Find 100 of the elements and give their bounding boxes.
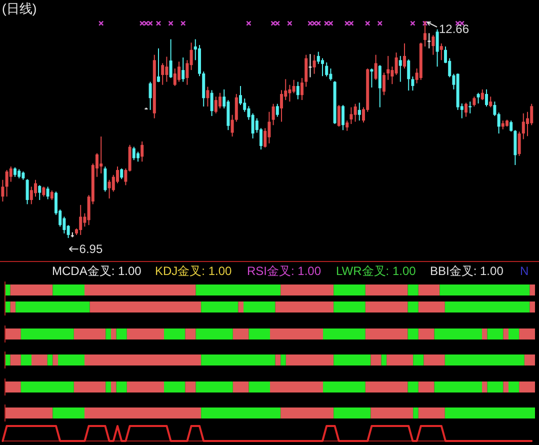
bar bbox=[47, 354, 53, 366]
bar bbox=[196, 382, 233, 392]
text: LWR金叉: 1.00 bbox=[336, 264, 416, 278]
bar bbox=[74, 382, 106, 392]
bar bbox=[408, 328, 418, 340]
candlestick bbox=[132, 146, 136, 161]
bar bbox=[323, 328, 366, 340]
bar bbox=[418, 328, 434, 340]
candlestick bbox=[432, 34, 435, 56]
bar bbox=[232, 328, 249, 340]
bar bbox=[90, 302, 202, 312]
candlestick bbox=[234, 93, 238, 122]
candlestick bbox=[280, 90, 283, 122]
candlestick bbox=[182, 56, 185, 82]
bar bbox=[503, 382, 508, 392]
candlestick bbox=[108, 179, 111, 199]
candlestick bbox=[210, 90, 214, 117]
candlestick bbox=[476, 92, 480, 104]
bar bbox=[434, 328, 482, 340]
bar bbox=[20, 328, 74, 340]
annotation: 12.66 bbox=[439, 22, 470, 36]
bar bbox=[5, 382, 21, 392]
bar bbox=[5, 328, 21, 340]
bar bbox=[5, 302, 10, 312]
candlestick bbox=[157, 48, 160, 83]
bar bbox=[244, 302, 276, 312]
bar bbox=[334, 408, 371, 418]
candlestick bbox=[178, 61, 180, 82]
bar bbox=[106, 328, 111, 340]
text: BBI金叉: 1.00 bbox=[430, 264, 504, 278]
bar bbox=[482, 328, 488, 340]
text: 6.95 bbox=[79, 242, 103, 256]
text: RSI金叉: 1.00 bbox=[247, 264, 322, 278]
candlestick bbox=[5, 169, 8, 198]
bar bbox=[196, 284, 281, 296]
text: N bbox=[520, 264, 529, 278]
candlestick bbox=[50, 190, 54, 200]
candlestick bbox=[34, 179, 37, 198]
candlestick bbox=[148, 81, 152, 110]
bar bbox=[32, 354, 48, 366]
bar bbox=[232, 382, 249, 392]
bar bbox=[10, 284, 53, 296]
bar bbox=[418, 382, 434, 392]
candlestick bbox=[398, 55, 402, 82]
bar bbox=[185, 382, 196, 392]
candlestick bbox=[522, 112, 525, 140]
candlestick bbox=[394, 52, 398, 76]
candlestick bbox=[321, 58, 324, 77]
candlestick bbox=[296, 81, 300, 100]
candlestick bbox=[288, 84, 292, 102]
bar bbox=[106, 382, 111, 392]
bar bbox=[408, 284, 418, 296]
bar bbox=[482, 382, 488, 392]
candlestick bbox=[46, 186, 50, 200]
bar bbox=[52, 354, 58, 366]
candlestick bbox=[104, 166, 107, 192]
candlestick bbox=[276, 103, 279, 118]
bar bbox=[201, 354, 276, 366]
candlestick bbox=[136, 151, 140, 162]
bar bbox=[286, 354, 334, 366]
bar bbox=[248, 328, 270, 340]
candlestick bbox=[214, 96, 218, 114]
bar bbox=[370, 408, 414, 418]
candlestick bbox=[42, 186, 46, 198]
bar bbox=[10, 354, 21, 366]
bar bbox=[74, 328, 106, 340]
bar bbox=[280, 354, 286, 366]
bar bbox=[52, 284, 84, 296]
candlestick bbox=[30, 186, 33, 205]
bar bbox=[5, 354, 10, 366]
candlestick bbox=[79, 204, 82, 236]
bar bbox=[503, 328, 508, 340]
bar bbox=[201, 408, 281, 418]
candlestick bbox=[120, 168, 124, 180]
candlestick bbox=[329, 68, 332, 82]
bar bbox=[164, 328, 186, 340]
bar bbox=[386, 354, 414, 366]
candlestick bbox=[1, 179, 4, 202]
candlestick bbox=[292, 79, 296, 94]
bar bbox=[424, 354, 445, 366]
bar bbox=[20, 382, 74, 392]
candlestick bbox=[530, 103, 534, 126]
bar bbox=[275, 302, 334, 312]
bar bbox=[238, 302, 244, 312]
candlestick bbox=[140, 140, 144, 162]
candlestick bbox=[165, 56, 168, 82]
bar bbox=[440, 284, 530, 296]
candlestick bbox=[378, 64, 382, 108]
bar bbox=[10, 302, 16, 312]
bar bbox=[413, 354, 424, 366]
chart-title: (日线) bbox=[2, 1, 37, 16]
bar bbox=[444, 408, 535, 418]
bar bbox=[270, 382, 323, 392]
bar bbox=[185, 328, 196, 340]
bar bbox=[52, 408, 84, 418]
text: MCDA金叉: 1.00 bbox=[52, 264, 142, 278]
bar bbox=[126, 382, 164, 392]
bar bbox=[519, 328, 535, 340]
bar bbox=[365, 302, 408, 312]
candlestick bbox=[428, 32, 431, 49]
